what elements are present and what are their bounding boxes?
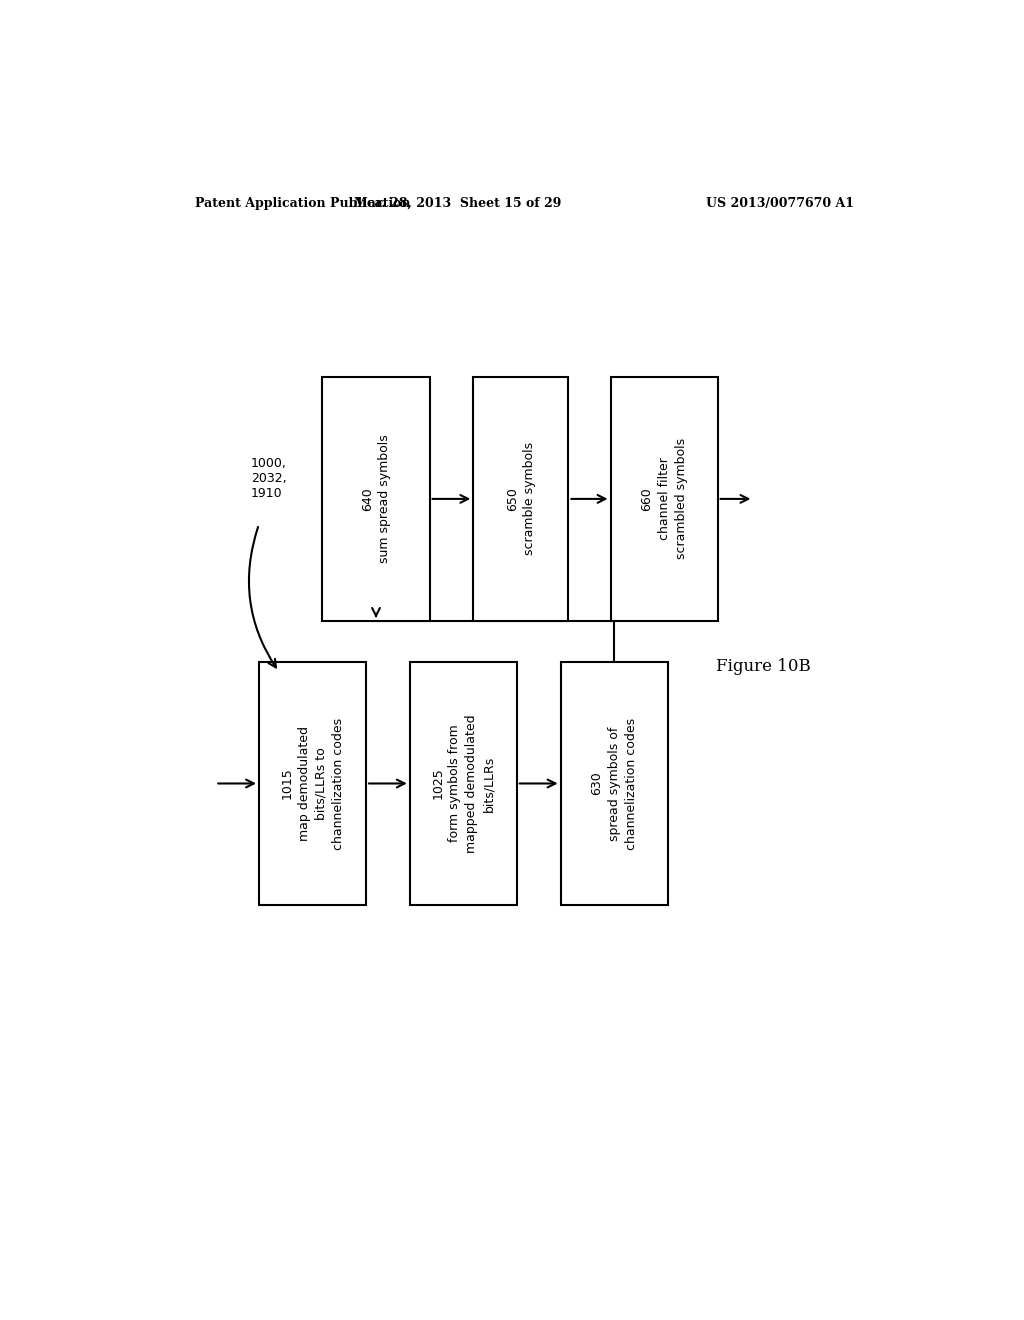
Text: Patent Application Publication: Patent Application Publication xyxy=(196,197,411,210)
Bar xyxy=(610,378,718,620)
FancyArrowPatch shape xyxy=(249,527,275,668)
Text: US 2013/0077670 A1: US 2013/0077670 A1 xyxy=(707,197,854,210)
Text: 650
scramble symbols: 650 scramble symbols xyxy=(506,442,536,556)
Text: Mar. 28, 2013  Sheet 15 of 29: Mar. 28, 2013 Sheet 15 of 29 xyxy=(353,197,561,210)
Text: 1000,
2032,
1910: 1000, 2032, 1910 xyxy=(251,457,287,500)
Bar xyxy=(560,661,668,906)
Bar xyxy=(410,661,517,906)
Bar xyxy=(323,378,430,620)
Text: 1025
form symbols from
mapped demodulated
bits/LLRs: 1025 form symbols from mapped demodulate… xyxy=(431,714,496,853)
Bar xyxy=(473,378,568,620)
Text: 630
spread symbols of
channelization codes: 630 spread symbols of channelization cod… xyxy=(591,718,638,850)
Text: 1015
map demodulated
bits/LLRs to
channelization codes: 1015 map demodulated bits/LLRs to channe… xyxy=(281,718,344,850)
Bar xyxy=(259,661,367,906)
Text: Figure 10B: Figure 10B xyxy=(716,659,810,675)
Text: 640
sum spread symbols: 640 sum spread symbols xyxy=(361,434,391,564)
Text: 660
channel filter
scrambled symbols: 660 channel filter scrambled symbols xyxy=(641,438,687,560)
